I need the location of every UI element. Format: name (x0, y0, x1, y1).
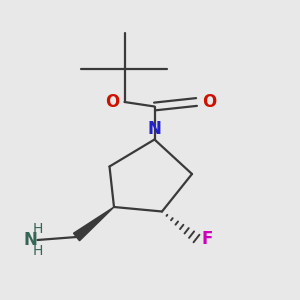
Text: N: N (24, 231, 38, 249)
Text: H: H (32, 222, 43, 236)
Text: O: O (105, 93, 119, 111)
Text: N: N (148, 120, 161, 138)
Text: F: F (202, 230, 213, 247)
Text: H: H (32, 244, 43, 258)
Text: O: O (202, 93, 216, 111)
Polygon shape (74, 207, 114, 241)
